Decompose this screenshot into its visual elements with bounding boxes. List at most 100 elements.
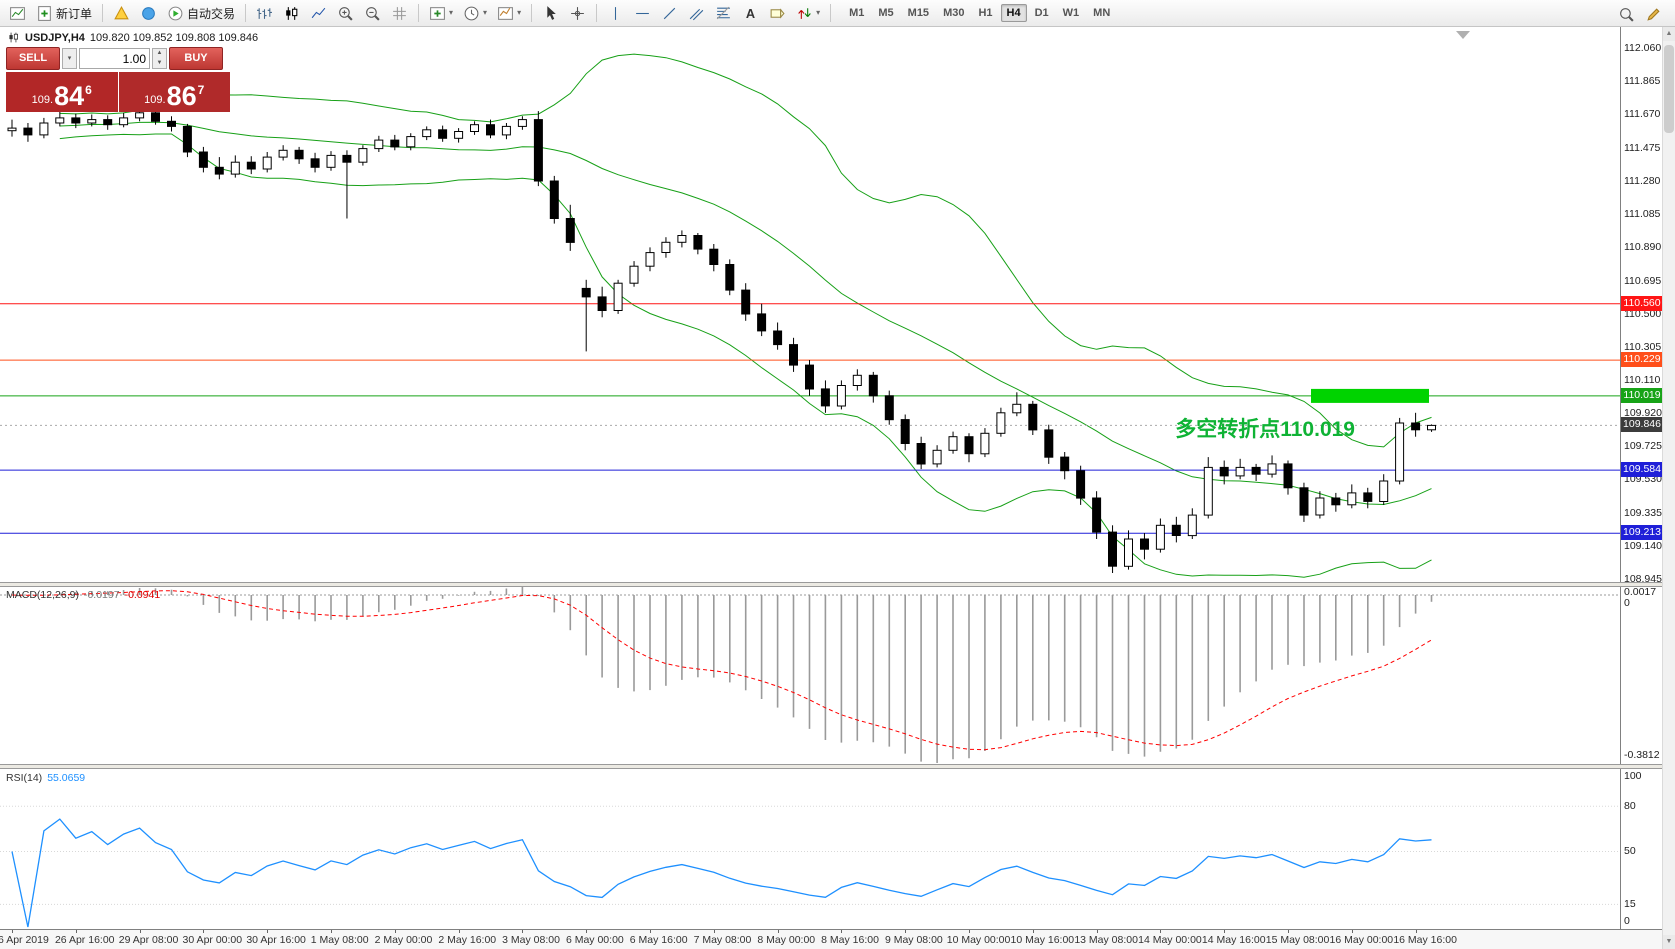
time-label: 30 Apr 16:00: [246, 934, 306, 946]
time-tick: [394, 930, 396, 933]
timeframe-D1[interactable]: D1: [1034, 7, 1049, 19]
vertical-line-button[interactable]: [603, 1, 628, 25]
quick-edit-button[interactable]: [1641, 2, 1666, 26]
autotrading-icon: [168, 6, 183, 20]
price-label: 110.695: [1624, 274, 1662, 287]
time-tick: [1224, 930, 1226, 933]
periods-button[interactable]: ▾: [459, 1, 491, 25]
sell-price-display[interactable]: 109. 84 6: [6, 72, 118, 112]
vertical-scrollbar[interactable]: ▲ ▼: [1662, 27, 1675, 949]
dropdown-caret-icon: ▾: [483, 8, 488, 17]
time-label: 13 May 08:00: [1074, 934, 1138, 946]
time-tick: [139, 930, 141, 933]
bar-chart-button[interactable]: [252, 1, 277, 25]
indicators-button[interactable]: ▾: [425, 1, 457, 25]
grid-button[interactable]: [387, 1, 412, 25]
fibonacci-button[interactable]: [711, 1, 736, 25]
time-label: 30 Apr 00:00: [182, 934, 243, 946]
line-chart-icon: [311, 7, 326, 18]
arrows-button[interactable]: ▾: [792, 1, 824, 25]
text-button[interactable]: A: [738, 1, 763, 25]
svg-text:A: A: [746, 5, 755, 20]
volume-input[interactable]: [79, 48, 150, 69]
time-tick: [1096, 930, 1098, 933]
toolbar-separator: [531, 4, 533, 22]
macd-signal-value: -0.0941: [124, 589, 161, 601]
new-chart-button[interactable]: [5, 1, 30, 25]
time-tick: [1032, 930, 1034, 933]
time-tick: [1415, 930, 1417, 933]
scroll-up-icon[interactable]: ▲: [1663, 27, 1675, 41]
timeframe-M30[interactable]: M30: [943, 7, 965, 19]
time-label: 9 May 08:00: [884, 934, 943, 946]
metaeditor-button[interactable]: [109, 1, 134, 25]
buy-price-display[interactable]: 109. 86 7: [118, 72, 230, 112]
chart-icon: [9, 32, 18, 43]
timeframe-group: M1 M5 M15 M30 H1 H4 D1 W1 MN: [842, 4, 1117, 22]
time-tick: [1160, 930, 1162, 933]
time-label: 2 May 16:00: [438, 934, 497, 946]
volume-dropdown-button[interactable]: ▾: [62, 48, 77, 69]
macd-signal-line: [11, 590, 1432, 751]
time-tick: [458, 930, 460, 933]
price-label: 111.280: [1624, 174, 1661, 187]
buy-price-prefix: 109.: [144, 94, 166, 106]
zoom-in-button[interactable]: [333, 1, 358, 25]
pane-divider[interactable]: [0, 582, 1662, 587]
time-label: 26 Apr 16:00: [54, 934, 115, 946]
new-chart-icon: [10, 6, 25, 20]
cursor-button[interactable]: [538, 1, 563, 25]
candlestick-chart-button[interactable]: [279, 1, 304, 25]
crosshair-icon: [571, 6, 584, 20]
horizontal-line-button[interactable]: [630, 1, 655, 25]
templates-button[interactable]: ▾: [493, 1, 525, 25]
text-label-button[interactable]: [765, 1, 790, 25]
timeframe-M5[interactable]: M5: [878, 7, 894, 19]
mql5-community-button[interactable]: [136, 1, 161, 25]
rsi-value: 55.0659: [47, 772, 86, 784]
clock-icon: [464, 6, 479, 20]
annotation-text[interactable]: 多空转折点110.019: [1175, 417, 1355, 441]
autotrading-label: 自动交易: [187, 6, 236, 21]
rsi-label: RSI(14) 55.0659: [6, 772, 85, 784]
scrollbar-thumb[interactable]: [1664, 45, 1674, 133]
scroll-down-icon[interactable]: ▼: [1663, 935, 1675, 949]
timeframe-H1[interactable]: H1: [978, 7, 993, 19]
chart-shift-marker[interactable]: [1456, 31, 1470, 39]
timeframe-W1[interactable]: W1: [1062, 7, 1080, 19]
templates-icon: [498, 6, 513, 20]
timeframe-H4[interactable]: H4: [1000, 4, 1027, 22]
buy-button[interactable]: BUY: [169, 47, 223, 70]
trendline-button[interactable]: [657, 1, 682, 25]
time-tick: [522, 930, 524, 933]
crosshair-button[interactable]: [565, 1, 590, 25]
current-price-badge: 109.846: [1621, 417, 1663, 433]
pane-divider[interactable]: [0, 764, 1662, 769]
autotrading-button[interactable]: 自动交易: [163, 1, 239, 25]
line-chart-button[interactable]: [306, 1, 331, 25]
macd-scale-label: -0.3812: [1624, 749, 1660, 761]
timeframe-MN[interactable]: MN: [1093, 7, 1111, 19]
search-button[interactable]: [1614, 2, 1639, 26]
sell-button[interactable]: SELL: [6, 47, 60, 70]
price-label: 112.060: [1624, 42, 1662, 54]
price-scale: 112.060 111.865 111.670 111.475 111.280 111.0…: [1620, 27, 1663, 929]
volume-spinner[interactable]: ▲ ▼: [152, 48, 167, 69]
highlight-rectangle[interactable]: [1311, 388, 1429, 403]
zoom-out-button[interactable]: [360, 1, 385, 25]
trendline-icon: [663, 7, 676, 19]
new-order-label: 新订单: [56, 6, 93, 21]
timeframe-M1[interactable]: M1: [849, 7, 865, 19]
arrows-icon: [798, 7, 811, 19]
time-tick: [75, 930, 77, 933]
spinner-down-icon[interactable]: ▼: [156, 59, 163, 66]
toolbar-separator: [102, 4, 104, 22]
chart-header: USDJPY,H4 109.820 109.852 109.808 109.84…: [7, 31, 258, 44]
macd-scale-label: 0.0017: [1624, 586, 1657, 598]
equidistant-channel-button[interactable]: [684, 1, 709, 25]
spinner-up-icon[interactable]: ▲: [156, 50, 163, 56]
time-label: 14 May 00:00: [1138, 934, 1202, 946]
new-order-button[interactable]: 新订单: [32, 1, 96, 25]
timeframe-M15[interactable]: M15: [907, 7, 930, 19]
price-label: 111.865: [1624, 75, 1661, 88]
